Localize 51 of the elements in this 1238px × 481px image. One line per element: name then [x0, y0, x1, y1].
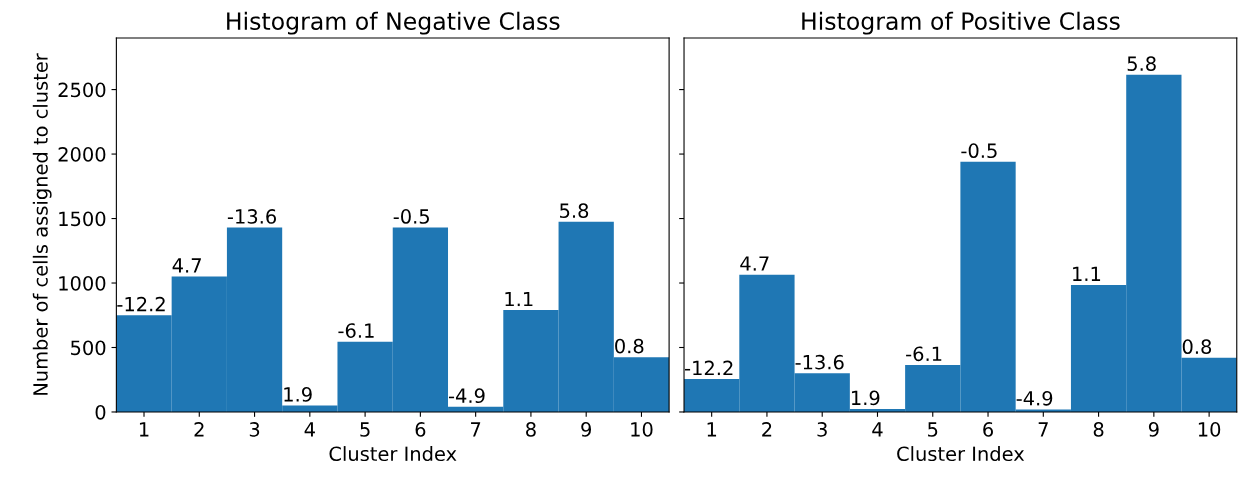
annotation: -6.1 [906, 346, 942, 362]
annotation: -0.5 [393, 209, 429, 224]
annotation: -13.6 [795, 354, 844, 370]
annotation: 5.8 [1127, 56, 1156, 71]
x-tick-label: 5 [928, 422, 938, 437]
x-tick-label: 7 [471, 422, 481, 437]
x-tick-label: 8 [526, 422, 536, 437]
x-tick-label: 3 [817, 422, 827, 437]
annotation: -4.9 [448, 388, 485, 404]
y-axis-title: Number of cells assigned to cluster [32, 53, 52, 395]
annotation: -6.1 [338, 323, 374, 338]
annotation: 0.8 [615, 338, 644, 354]
x-tick-label: 4 [304, 422, 315, 437]
x-tick-label: 10 [1198, 422, 1221, 437]
x-tick-label: 10 [631, 422, 653, 437]
x-tick-label: 6 [415, 422, 426, 437]
annotation: -4.9 [1016, 390, 1053, 406]
x-tick-label: 2 [194, 422, 204, 437]
x-tick-label: 4 [872, 422, 883, 437]
y-tick-label: 2500 [58, 82, 106, 98]
annotation: 5.8 [560, 203, 589, 218]
x-tick-label: 9 [1148, 422, 1159, 437]
y-tick-label: 2000 [58, 147, 106, 162]
chart-title: Histogram of Negative Class [227, 11, 560, 35]
x-tick-label: 1 [707, 422, 717, 437]
annotation: -0.5 [961, 143, 997, 159]
x-tick-label: 6 [983, 422, 993, 437]
x-tick-label: 5 [360, 422, 370, 437]
x-tick-label: 3 [249, 422, 260, 437]
annotation: 4.7 [740, 256, 769, 271]
x-axis-title: Cluster Index [329, 446, 457, 462]
chart-title: Histogram of Positive Class [802, 11, 1120, 35]
x-tick-label: 9 [581, 422, 592, 437]
annotation: 1.9 [851, 390, 880, 406]
x-axis-title: Cluster Index [897, 446, 1025, 462]
annotation: -12.2 [684, 360, 733, 376]
annotation: -12.2 [117, 296, 165, 312]
y-tick-label: 1000 [59, 275, 106, 291]
x-tick-label: 7 [1038, 422, 1048, 437]
annotation: 1.1 [1073, 266, 1101, 281]
annotation: 1.9 [284, 387, 312, 402]
y-tick-label: 1500 [59, 211, 106, 227]
x-tick-label: 8 [1093, 422, 1104, 437]
y-tick-label: 0 [95, 404, 106, 420]
y-tick-label: 500 [71, 340, 106, 356]
x-tick-label: 1 [139, 422, 149, 437]
annotation: 1.1 [505, 291, 533, 307]
annotation: -13.6 [227, 209, 277, 224]
annotation: 0.8 [1182, 339, 1212, 355]
annotation: 4.7 [172, 258, 201, 273]
x-tick-label: 2 [762, 422, 772, 437]
